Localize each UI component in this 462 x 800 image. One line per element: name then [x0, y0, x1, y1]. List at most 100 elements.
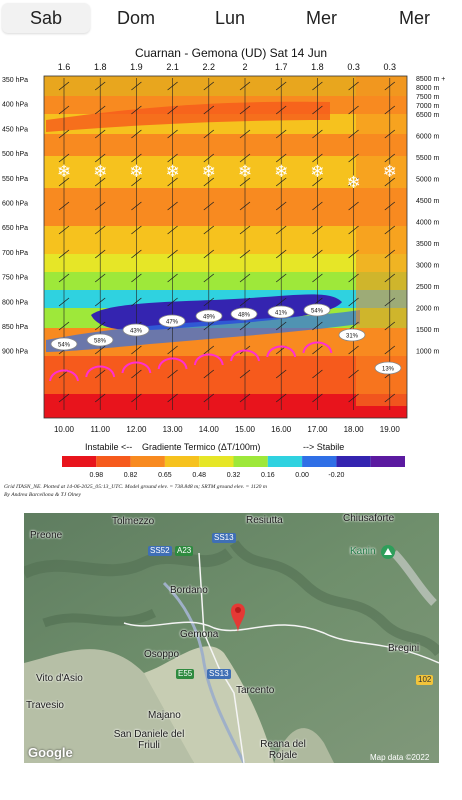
map-label-tarcento: Tarcento — [236, 685, 275, 696]
hpa-tick-label: 550 hPa — [2, 176, 28, 183]
hpa-tick-label: 800 hPa — [2, 299, 28, 306]
hpa-tick-label: 650 hPa — [2, 225, 28, 232]
wind-barb-mark — [131, 393, 142, 403]
wind-barb-mark — [348, 393, 359, 403]
wind-barb-mark — [384, 81, 396, 91]
wind-barb-mark — [348, 129, 359, 139]
wind-barb-mark — [384, 129, 396, 139]
wind-barb-mark — [131, 297, 142, 307]
colorbar-swatch — [302, 456, 337, 467]
map-label-san-daniele: San Daniele del Friuli — [113, 729, 185, 751]
wind-barb-mark — [239, 105, 251, 115]
map-label-bregini: Bregini — [388, 643, 420, 654]
cloud-base-icon — [86, 333, 114, 347]
wind-barb-mark — [239, 129, 251, 139]
cloud-base-icon — [230, 307, 258, 321]
location-map[interactable]: Tolmezzo Resiutta Chiusaforte Preone Kan… — [24, 513, 439, 763]
wind-barb-mark — [203, 153, 215, 163]
wind-barb-mark — [384, 225, 396, 235]
thermal-arc — [230, 349, 260, 362]
wind-barb-mark — [58, 249, 70, 259]
colorbar-tick-label: 0.16 — [261, 472, 275, 479]
cloud-base-icon — [374, 361, 402, 375]
wind-barb-mark — [94, 177, 106, 187]
gradient-band — [44, 356, 407, 394]
altitude-tick-label: 8000 m — [416, 85, 440, 92]
hpa-tick-label: 400 hPa — [2, 102, 28, 109]
wind-barb-mark — [348, 369, 359, 379]
map-pin-icon[interactable] — [231, 603, 245, 634]
wind-barb-mark — [131, 177, 142, 187]
hour-tick-label: 13.00 — [163, 425, 184, 434]
wind-barb-mark — [384, 201, 396, 211]
wind-barb-mark — [167, 105, 178, 115]
google-logo[interactable]: Google — [28, 745, 73, 760]
hpa-tick-label: 750 hPa — [2, 275, 28, 282]
tab-lun[interactable]: Lun — [215, 8, 245, 29]
top-value-label: 1.6 — [58, 62, 71, 72]
tab-dom[interactable]: Dom — [117, 8, 155, 29]
hour-tick-label: 10.00 — [54, 425, 75, 434]
colorbar-swatch — [130, 456, 165, 467]
wind-barb-mark — [131, 81, 142, 91]
colorbar-tick-label: -0.20 — [328, 472, 344, 479]
colorbar-swatch — [233, 456, 268, 467]
road-badge-a23: A23 — [175, 546, 194, 556]
wind-barb-mark — [312, 321, 323, 331]
tab-label: Lun — [215, 8, 246, 28]
wind-barb-mark — [239, 297, 251, 307]
wind-barb-mark — [58, 273, 70, 283]
wind-barb-mark — [312, 369, 323, 379]
snowflake-icon: ❄ — [383, 162, 397, 181]
tab-mer[interactable]: Mer — [306, 8, 337, 29]
altitude-tick-label: 8500 m + — [416, 76, 445, 83]
thermal-arc — [302, 341, 333, 354]
wind-barb-mark — [348, 297, 359, 307]
tab-mer-2[interactable]: Mer — [399, 8, 430, 29]
wind-barb-mark — [167, 81, 178, 91]
hour-tick-label: 12.00 — [126, 425, 147, 434]
map-label-osoppo: Osoppo — [144, 649, 180, 660]
map-credit[interactable]: Map data ©2022 — [370, 753, 430, 762]
snowflake-icon: ❄ — [57, 162, 71, 181]
wind-barb-mark — [275, 273, 287, 283]
wind-barb-mark — [348, 345, 359, 355]
cloud-base-icon — [50, 337, 78, 351]
colorbar-tick-label: 0.98 — [89, 472, 103, 479]
altitude-tick-label: 3500 m — [416, 241, 440, 248]
top-value-label: 1.8 — [311, 62, 324, 72]
map-label-majano: Majano — [148, 710, 181, 721]
wind-barb-mark — [275, 153, 287, 163]
altitude-tick-label: 6500 m — [416, 112, 440, 119]
snowflake-icon: ❄ — [238, 162, 252, 181]
wind-barb-mark — [94, 393, 106, 403]
altitude-tick-label: 7000 m — [416, 103, 440, 110]
map-label-bordano: Bordano — [170, 585, 208, 596]
wind-barb-mark — [312, 153, 323, 163]
cloud-base-icon — [158, 314, 186, 328]
chart-footnote: Grid ITASN_NE. Plotted at 14-06-2025_05:… — [4, 484, 267, 490]
wind-barb-mark — [167, 345, 178, 355]
wind-barb-mark — [203, 177, 215, 187]
wind-barb-mark — [312, 273, 323, 283]
chart-svg: Cuarnan - Gemona (UD) Sat 14 Jun 1.6 1.8 1.… — [2, 46, 445, 498]
snowflake-icon: ❄ — [202, 162, 216, 181]
wind-barb-mark — [94, 273, 106, 283]
wind-barb-mark — [94, 345, 106, 355]
wind-barb-mark — [348, 201, 359, 211]
tab-sab[interactable]: Sab — [2, 3, 90, 33]
wind-barb-mark — [275, 321, 287, 331]
wind-barb-mark — [58, 393, 70, 403]
wind-barb-mark — [275, 249, 287, 259]
cloud-cover-label: 31% — [346, 334, 359, 340]
wind-barb-mark — [275, 129, 287, 139]
snowflake-icon: ❄ — [93, 162, 107, 181]
wind-barb-mark — [312, 177, 323, 187]
cloud-base-icon — [195, 309, 223, 323]
wind-barb-mark — [167, 393, 178, 403]
wind-barb-mark — [131, 225, 142, 235]
sounding-chart: Cuarnan - Gemona (UD) Sat 14 Jun 1.6 1.8 1.… — [0, 40, 462, 500]
altitude-tick-label: 3000 m — [416, 263, 440, 270]
wind-barb-mark — [384, 153, 396, 163]
wind-barb-mark — [203, 273, 215, 283]
